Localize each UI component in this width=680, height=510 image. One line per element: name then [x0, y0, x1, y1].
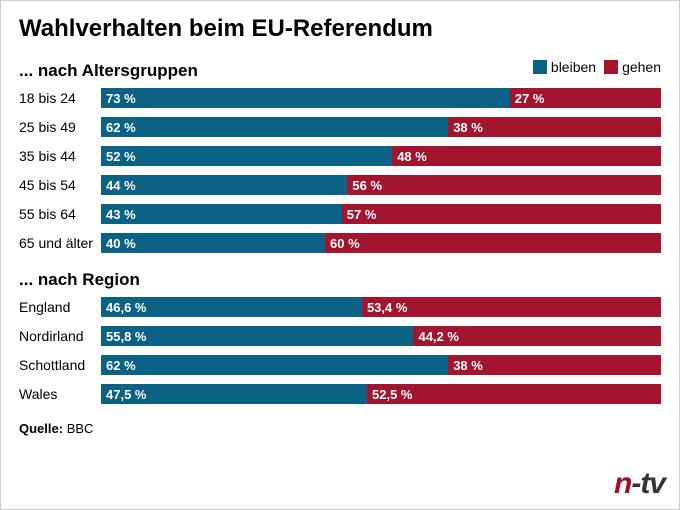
- row-label: 35 bis 44: [19, 148, 101, 164]
- bar-row: 25 bis 49 62 % 38 %: [19, 116, 661, 138]
- bar-remain-label: 40 %: [106, 236, 136, 251]
- bar-row: 55 bis 64 43 % 57 %: [19, 203, 661, 225]
- legend-item-leave: gehen: [604, 59, 661, 75]
- row-label: 18 bis 24: [19, 90, 101, 106]
- bar-leave: 27 %: [510, 88, 661, 108]
- bar-row: 18 bis 24 73 % 27 %: [19, 87, 661, 109]
- source-value: BBC: [67, 421, 94, 436]
- bar-leave: 44,2 %: [413, 326, 661, 346]
- legend-swatch-remain: [533, 60, 547, 74]
- bar-remain: 40 %: [101, 233, 325, 253]
- bar-leave: 52,5 %: [367, 384, 661, 404]
- bar-remain: 43 %: [101, 204, 342, 224]
- legend-item-remain: bleiben: [533, 59, 596, 75]
- row-label: Schottland: [19, 357, 101, 373]
- bar-leave: 48 %: [392, 146, 661, 166]
- row-label: England: [19, 299, 101, 315]
- bar-remain-label: 62 %: [106, 358, 136, 373]
- bar-wrap: 62 % 38 %: [101, 117, 661, 137]
- bar-row: 45 bis 54 44 % 56 %: [19, 174, 661, 196]
- bar-leave: 60 %: [325, 233, 661, 253]
- legend: bleiben gehen: [533, 59, 661, 75]
- row-label: 45 bis 54: [19, 177, 101, 193]
- bar-remain: 44 %: [101, 175, 347, 195]
- bar-wrap: 73 % 27 %: [101, 88, 661, 108]
- bar-row: Wales 47,5 % 52,5 %: [19, 383, 661, 405]
- bar-wrap: 44 % 56 %: [101, 175, 661, 195]
- bar-row: England 46,6 % 53,4 %: [19, 296, 661, 318]
- bar-wrap: 55,8 % 44,2 %: [101, 326, 661, 346]
- bar-remain: 62 %: [101, 117, 448, 137]
- bar-leave: 38 %: [448, 355, 661, 375]
- bar-remain: 52 %: [101, 146, 392, 166]
- legend-swatch-leave: [604, 60, 618, 74]
- row-label: 25 bis 49: [19, 119, 101, 135]
- logo-tv: tv: [640, 467, 665, 500]
- bar-wrap: 47,5 % 52,5 %: [101, 384, 661, 404]
- bar-row: Schottland 62 % 38 %: [19, 354, 661, 376]
- bar-wrap: 46,6 % 53,4 %: [101, 297, 661, 317]
- row-label: 65 und älter: [19, 235, 101, 251]
- bar-leave-label: 60 %: [330, 236, 360, 251]
- bar-remain-label: 46,6 %: [106, 300, 146, 315]
- bar-remain-label: 44 %: [106, 178, 136, 193]
- bar-wrap: 52 % 48 %: [101, 146, 661, 166]
- bar-leave-label: 57 %: [347, 207, 377, 222]
- bar-leave-label: 52,5 %: [372, 387, 412, 402]
- bar-wrap: 40 % 60 %: [101, 233, 661, 253]
- section-0: ... nach Altersgruppen18 bis 2473 %27 %2…: [19, 61, 661, 254]
- bar-remain-label: 73 %: [106, 91, 136, 106]
- source-line: Quelle: BBC: [19, 421, 661, 436]
- bar-leave-label: 27 %: [515, 91, 545, 106]
- row-label: Nordirland: [19, 328, 101, 344]
- bar-leave-label: 38 %: [453, 358, 483, 373]
- bar-wrap: 62 % 38 %: [101, 355, 661, 375]
- bar-remain-label: 52 %: [106, 149, 136, 164]
- bar-row: 65 und älter 40 % 60 %: [19, 232, 661, 254]
- bar-leave: 38 %: [448, 117, 661, 137]
- ntv-logo: n-tv: [614, 467, 665, 501]
- bar-leave-label: 38 %: [453, 120, 483, 135]
- bar-leave: 57 %: [342, 204, 661, 224]
- bar-leave-label: 56 %: [352, 178, 382, 193]
- bar-remain-label: 55,8 %: [106, 329, 146, 344]
- bar-remain-label: 62 %: [106, 120, 136, 135]
- legend-label-remain: bleiben: [551, 59, 596, 75]
- bar-row: 35 bis 44 52 % 48 %: [19, 145, 661, 167]
- bar-wrap: 43 % 57 %: [101, 204, 661, 224]
- bar-leave: 56 %: [347, 175, 661, 195]
- bar-remain: 73 %: [101, 88, 510, 108]
- bar-remain: 47,5 %: [101, 384, 367, 404]
- bar-row: Nordirland 55,8 % 44,2 %: [19, 325, 661, 347]
- legend-label-leave: gehen: [622, 59, 661, 75]
- bar-leave-label: 48 %: [397, 149, 427, 164]
- bar-remain-label: 47,5 %: [106, 387, 146, 402]
- section-1: ... nach Region England 46,6 % 53,4 % Nordir…: [19, 270, 661, 405]
- bar-remain: 62 %: [101, 355, 448, 375]
- logo-n: n: [614, 467, 631, 500]
- bar-leave: 53,4 %: [362, 297, 661, 317]
- bar-leave-label: 53,4 %: [367, 300, 407, 315]
- logo-dash: -: [631, 467, 640, 500]
- bar-remain-label: 43 %: [106, 207, 136, 222]
- bar-remain: 55,8 %: [101, 326, 413, 346]
- row-label: Wales: [19, 386, 101, 402]
- chart-title: Wahlverhalten beim EU-Referendum: [19, 15, 661, 43]
- row-label: 55 bis 64: [19, 206, 101, 222]
- bar-leave-label: 44,2 %: [418, 329, 458, 344]
- section-title: ... nach Region: [19, 270, 661, 290]
- source-label: Quelle:: [19, 421, 63, 436]
- bar-remain: 46,6 %: [101, 297, 362, 317]
